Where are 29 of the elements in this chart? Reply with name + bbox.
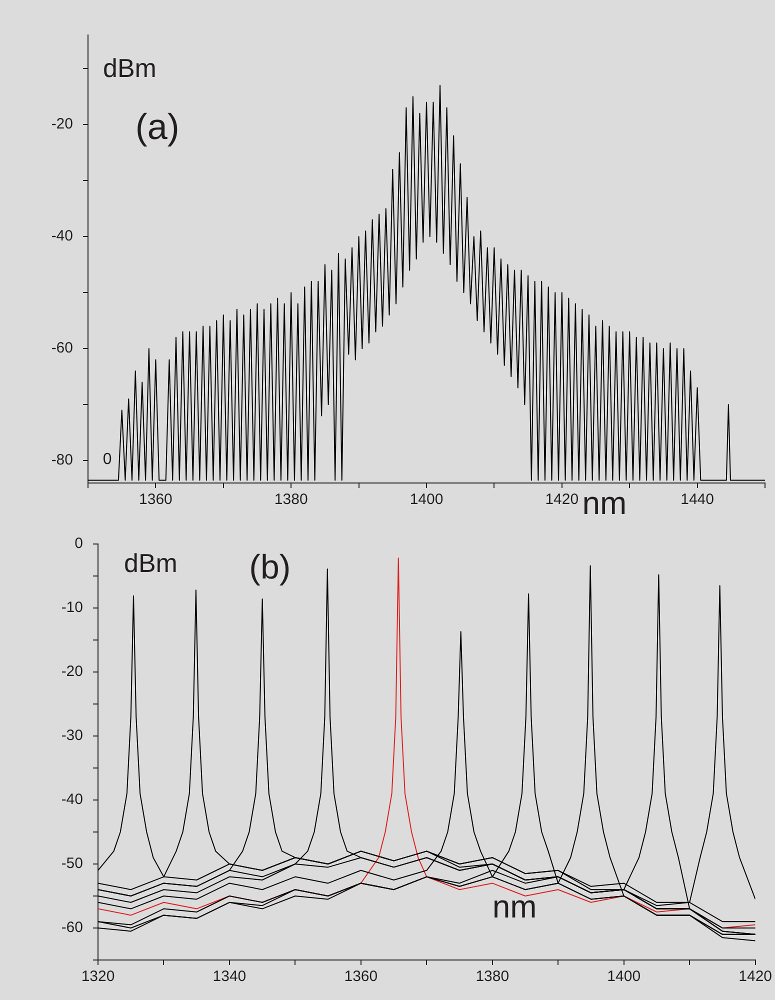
y-axis-title: dBm bbox=[103, 53, 156, 84]
y-tick-label: -80 bbox=[51, 452, 73, 469]
y-axis-title: dBm bbox=[124, 548, 178, 578]
x-tick-label: 1360 bbox=[139, 491, 172, 508]
y-tick-label: -40 bbox=[51, 228, 73, 245]
y-tick-label: -20 bbox=[51, 116, 73, 133]
x-tick-label: 1320 bbox=[81, 968, 115, 986]
x-axis-title: nm bbox=[582, 484, 627, 521]
y-tick-label: -60 bbox=[61, 919, 83, 936]
y-tick-label: -10 bbox=[61, 599, 83, 616]
x-tick-label: 1440 bbox=[680, 491, 714, 508]
annotation: (a) bbox=[135, 106, 180, 148]
y-tick-label: -40 bbox=[61, 791, 83, 808]
x-tick-label: 1380 bbox=[274, 491, 308, 508]
x-tick-label: 1380 bbox=[476, 968, 510, 986]
annotation: 0 bbox=[102, 451, 112, 468]
x-tick-label: 1420 bbox=[738, 968, 772, 986]
x-tick-label: 1420 bbox=[545, 491, 579, 508]
x-tick-label: 1340 bbox=[212, 968, 246, 986]
y-tick-label: -60 bbox=[51, 340, 73, 357]
y-tick-label: -50 bbox=[61, 855, 83, 872]
x-axis-title: nm bbox=[492, 888, 537, 925]
y-tick-label: -30 bbox=[61, 727, 83, 744]
y-tick-label: -20 bbox=[61, 663, 83, 680]
y-tick-label: 0 bbox=[74, 535, 83, 552]
x-tick-label: 1400 bbox=[607, 968, 641, 986]
annotation: (b) bbox=[249, 548, 291, 587]
x-tick-label: 1360 bbox=[344, 968, 378, 986]
x-tick-label: 1400 bbox=[410, 491, 444, 508]
